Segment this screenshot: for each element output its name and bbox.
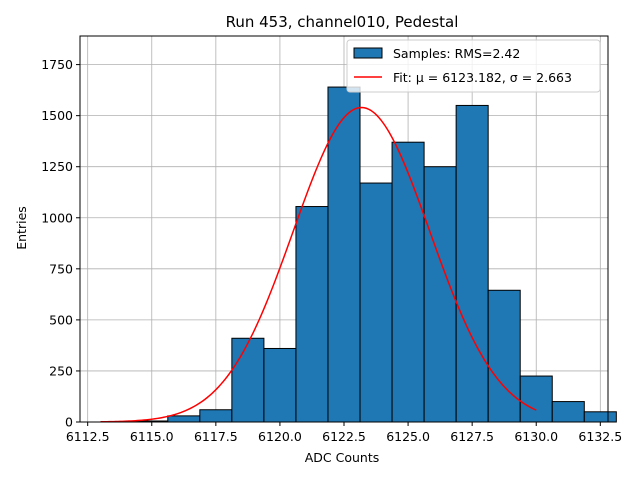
legend-label-fit: Fit: μ = 6123.182, σ = 2.663	[393, 70, 572, 85]
histogram-bar-8	[391, 141, 425, 423]
histogram-bar-14	[583, 411, 617, 423]
y-axis-label: Entries	[14, 206, 29, 250]
fit-curve-group	[100, 106, 537, 423]
y-axis-ticks: 0 250 500 750 1000 1250 1500 1750	[41, 57, 80, 430]
histogram-bar-10	[455, 104, 489, 423]
legend-box	[346, 39, 601, 93]
x-tick-label: 6125.0	[386, 429, 430, 444]
histogram-bar-9	[423, 166, 457, 423]
x-axis-ticks: 6112.5 6115.0 6117.5 6120.0 6122.5 6125.0 6127…	[66, 422, 622, 444]
histogram-bar-2	[199, 409, 233, 423]
y-tick-label: 500	[49, 312, 73, 327]
x-tick-label: 6130.0	[514, 429, 558, 444]
chart-title: Run 453, channel010, Pedestal	[226, 13, 459, 31]
y-tick-label: 1000	[41, 210, 73, 225]
y-tick-label: 1500	[41, 108, 73, 123]
x-tick-label: 6120.0	[258, 429, 302, 444]
x-tick-label: 6112.5	[66, 429, 110, 444]
histogram-bar-5	[295, 206, 329, 423]
y-tick-label: 1250	[41, 159, 73, 174]
legend: Samples: RMS=2.42 Fit: μ = 6123.182, σ =…	[346, 39, 601, 93]
y-tick-label: 750	[49, 261, 73, 276]
histogram-bar-11	[487, 289, 521, 423]
histogram-bar-13	[551, 401, 585, 423]
histogram-bar-1	[167, 415, 201, 423]
histogram-bar-4	[263, 347, 297, 423]
y-tick-label: 0	[65, 415, 73, 430]
x-tick-label: 6127.5	[450, 429, 494, 444]
legend-label-samples: Samples: RMS=2.42	[393, 46, 520, 61]
x-tick-label: 6132.5	[578, 429, 622, 444]
x-tick-label: 6122.5	[322, 429, 366, 444]
x-tick-label: 6117.5	[194, 429, 238, 444]
legend-swatch-samples	[353, 47, 383, 59]
gaussian-fit-curve	[100, 106, 537, 423]
histogram-bars	[135, 86, 617, 423]
x-tick-label: 6115.0	[130, 429, 174, 444]
histogram-bar-12	[519, 375, 553, 423]
histogram-bar-7	[359, 182, 393, 423]
y-tick-label: 250	[49, 363, 73, 378]
x-axis-label: ADC Counts	[305, 450, 380, 465]
histogram-bar-3	[231, 337, 265, 423]
y-tick-label: 1750	[41, 57, 73, 72]
histogram-bar-6	[327, 86, 361, 423]
